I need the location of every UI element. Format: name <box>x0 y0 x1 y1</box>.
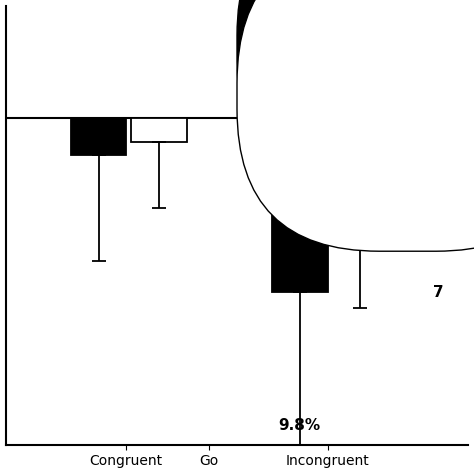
Text: 9.8%: 9.8% <box>278 418 320 433</box>
Bar <box>333 118 388 195</box>
Text: 7: 7 <box>433 285 444 301</box>
Bar <box>272 118 328 292</box>
Bar <box>71 118 126 155</box>
Bar <box>131 118 187 142</box>
